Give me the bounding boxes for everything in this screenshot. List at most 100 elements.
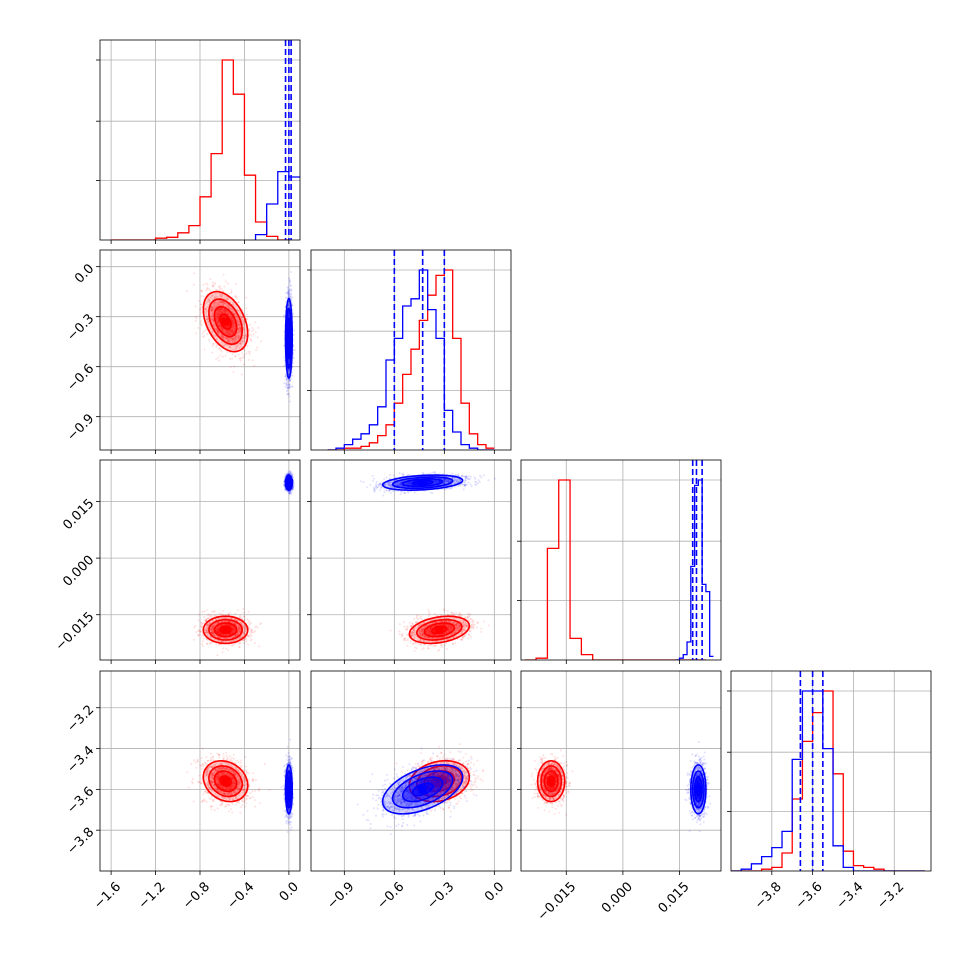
scatter-point: [231, 628, 234, 631]
scatter-point: [195, 317, 198, 320]
scatter-point: [216, 321, 219, 324]
scatter-point: [232, 324, 235, 327]
scatter-point: [201, 622, 204, 625]
scatter-point: [206, 631, 209, 634]
scatter-point: [292, 481, 295, 484]
scatter-point: [209, 309, 212, 312]
scatter-point: [221, 327, 224, 330]
scatter-point: [237, 336, 240, 339]
scatter-point: [229, 330, 232, 333]
scatter-point: [292, 484, 295, 487]
scatter-point: [218, 293, 221, 296]
scatter-point: [217, 330, 220, 333]
scatter-point: [218, 307, 221, 310]
scatter-point: [229, 633, 232, 636]
scatter-point: [217, 309, 220, 312]
scatter-point: [235, 346, 238, 349]
scatter-point: [217, 323, 220, 326]
scatter-point: [226, 329, 229, 332]
scatter-point: [288, 360, 291, 363]
scatter-point: [197, 630, 200, 633]
scatter-point: [230, 316, 233, 319]
scatter-point: [239, 330, 242, 333]
scatter-point: [210, 636, 213, 639]
scatter-point: [228, 345, 231, 348]
scatter-point: [236, 319, 239, 322]
scatter-point: [199, 630, 202, 633]
scatter-point: [204, 312, 207, 315]
scatter-point: [286, 290, 289, 293]
scatter-point: [199, 624, 202, 627]
scatter-point: [207, 632, 210, 635]
scatter-point: [216, 630, 219, 633]
scatter-point: [209, 278, 212, 281]
scatter-point: [291, 296, 294, 299]
scatter-point: [229, 633, 232, 636]
scatter-point: [230, 329, 233, 332]
scatter-point: [234, 339, 237, 342]
scatter-point: [233, 337, 236, 340]
scatter-point: [220, 308, 223, 311]
scatter-point: [248, 328, 251, 331]
scatter-point: [290, 284, 293, 287]
scatter-point: [205, 626, 208, 629]
scatter-point: [237, 624, 240, 627]
scatter-point: [287, 294, 290, 297]
scatter-point: [239, 345, 242, 348]
scatter-point: [206, 633, 209, 636]
scatter-point: [206, 286, 209, 289]
scatter-point: [229, 346, 232, 349]
scatter-point: [230, 334, 233, 337]
scatter-point: [210, 627, 213, 630]
scatter-point: [239, 342, 242, 345]
scatter-point: [227, 330, 230, 333]
scatter-point: [218, 314, 221, 317]
scatter-point: [198, 299, 201, 302]
scatter-point: [231, 328, 234, 331]
scatter-point: [227, 339, 230, 342]
scatter-point: [219, 311, 222, 314]
scatter-point: [210, 628, 213, 631]
scatter-point: [205, 637, 208, 640]
scatter-point: [205, 628, 208, 631]
scatter-point: [231, 332, 234, 335]
y-tick-label: −0.3: [64, 311, 97, 344]
scatter-point: [255, 625, 258, 628]
scatter-point: [211, 631, 214, 634]
scatter-point: [218, 309, 221, 312]
scatter-point: [231, 631, 234, 634]
scatter-point: [228, 620, 231, 623]
scatter-point: [228, 337, 231, 340]
scatter-point: [238, 642, 241, 645]
scatter-point: [227, 282, 230, 285]
scatter-point: [238, 357, 241, 360]
scatter-point: [217, 627, 220, 630]
scatter-point: [218, 312, 221, 315]
scatter-point: [217, 301, 220, 304]
scatter-point: [210, 625, 213, 628]
scatter-point: [222, 290, 225, 293]
scatter-point: [224, 354, 227, 357]
scatter-point: [218, 632, 221, 635]
scatter-point: [213, 302, 216, 305]
scatter-point: [212, 307, 215, 310]
scatter-point: [219, 334, 222, 337]
scatter-point: [226, 331, 229, 334]
scatter-point: [212, 343, 215, 346]
scatter-point: [238, 311, 241, 314]
scatter-point: [208, 617, 211, 620]
scatter-point: [211, 626, 214, 629]
scatter-point: [193, 638, 196, 641]
scatter-point: [224, 302, 227, 305]
scatter-point: [242, 320, 245, 323]
scatter-point: [217, 625, 220, 628]
scatter-point: [220, 307, 223, 310]
scatter-point: [217, 331, 220, 334]
scatter-point: [244, 627, 247, 630]
scatter-point: [223, 285, 226, 288]
scatter-point: [217, 308, 220, 311]
scatter-point: [218, 311, 221, 314]
scatter-point: [226, 311, 229, 314]
scatter-point: [243, 632, 246, 635]
scatter-point: [288, 313, 291, 316]
